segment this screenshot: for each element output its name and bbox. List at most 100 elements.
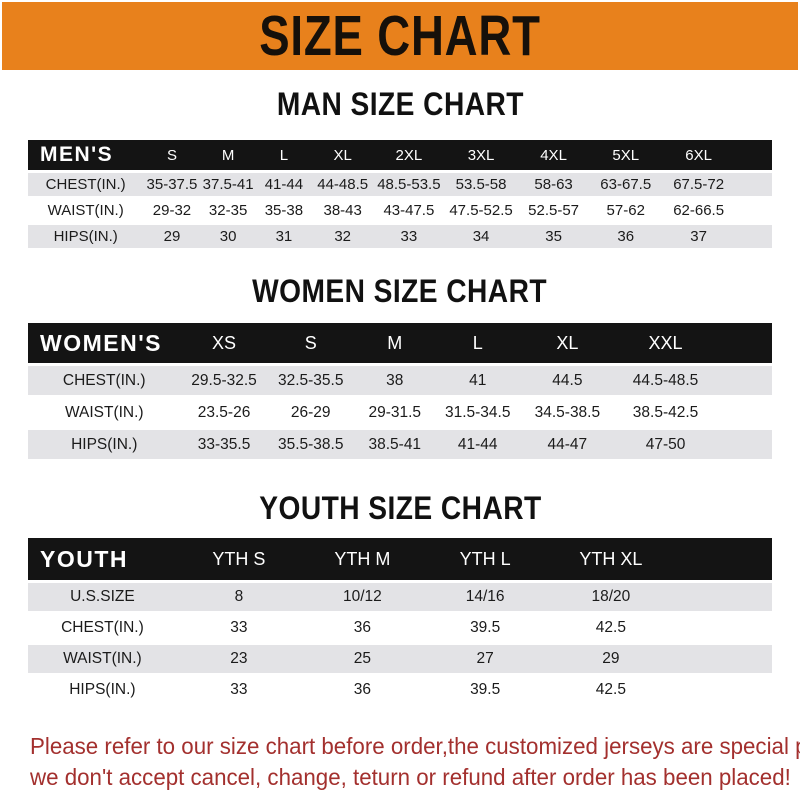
table-row: WAIST(IN.) 23.5-26 26-29 29-31.5 31.5-34.5 34… xyxy=(28,396,772,430)
women-section-heading-text: WOMEN SIZE CHART xyxy=(252,273,548,309)
size-value-cell: 26-29 xyxy=(267,396,354,430)
table-row: CHEST(IN.) 29.5-32.5 32.5-35.5 38 41 44.5 44.5… xyxy=(28,364,772,398)
size-value-cell: 44-47 xyxy=(519,428,615,462)
size-value-cell: 38 xyxy=(353,364,436,398)
row-label: WAIST(IN.) xyxy=(28,197,144,225)
size-value-cell: 44.5 xyxy=(519,364,615,398)
size-value-cell: 41-44 xyxy=(435,428,520,462)
size-value-cell: 52.5-57 xyxy=(517,197,590,225)
row-filler-cell xyxy=(716,396,772,430)
size-value-cell: 58-63 xyxy=(517,171,590,199)
size-value-cell: 35-38 xyxy=(255,197,313,225)
size-value-cell: 32-35 xyxy=(200,197,256,225)
banner-title: SIZE CHART xyxy=(259,3,541,68)
size-value-cell: 29.5-32.5 xyxy=(180,364,268,398)
size-value-cell: 44.5-48.5 xyxy=(614,364,717,398)
row-label: WAIST(IN.) xyxy=(28,643,177,676)
size-value-cell: 32.5-35.5 xyxy=(267,364,354,398)
size-value-cell: 35-37.5 xyxy=(143,171,201,199)
row-filler-cell xyxy=(735,223,772,251)
order-policy-line-2: we don't accept cancel, change, teturn o… xyxy=(30,764,791,790)
size-column-header: YTH S xyxy=(176,538,302,583)
men-size-table: MEN'S S M L XL 2XL 3XL 4XL 5XL 6XL CHEST(IN.) 35-37… xyxy=(28,140,772,251)
size-value-cell: 36 xyxy=(301,674,424,707)
size-column-header: 5XL xyxy=(589,140,662,173)
row-filler-cell xyxy=(675,643,772,676)
size-value-cell: 39.5 xyxy=(423,674,547,707)
size-column-header: XL xyxy=(312,140,374,173)
size-column-header: 6XL xyxy=(661,140,736,173)
size-table-header-row: MEN'S S M L XL 2XL 3XL 4XL 5XL 6XL xyxy=(28,140,772,173)
size-value-cell: 33-35.5 xyxy=(180,428,268,462)
size-value-cell: 29-32 xyxy=(143,197,201,225)
size-value-cell: 14/16 xyxy=(423,581,547,614)
size-value-cell: 33 xyxy=(176,612,302,645)
size-value-cell: 41 xyxy=(435,364,520,398)
table-row: U.S.SIZE 8 10/12 14/16 18/20 xyxy=(28,581,772,614)
size-value-cell: 57-62 xyxy=(589,197,662,225)
size-value-cell: 34 xyxy=(444,223,518,251)
size-value-cell: 67.5-72 xyxy=(661,171,736,199)
size-table-header-row: WOMEN'S XS S M L XL XXL xyxy=(28,323,772,366)
size-value-cell: 25 xyxy=(301,643,424,676)
size-column-header: YTH L xyxy=(423,538,547,583)
row-label: U.S.SIZE xyxy=(28,581,177,614)
header-filler-cell xyxy=(675,538,772,583)
size-value-cell: 29 xyxy=(143,223,201,251)
size-value-cell: 48.5-53.5 xyxy=(373,171,445,199)
row-filler-cell xyxy=(675,674,772,707)
size-value-cell: 23 xyxy=(176,643,302,676)
size-column-header: 2XL xyxy=(373,140,445,173)
order-policy-note: Please refer to our size chart before or… xyxy=(30,731,800,793)
table-title-cell: MEN'S xyxy=(28,140,144,173)
size-chart-banner: SIZE CHART xyxy=(2,2,798,70)
youth-section-heading-text: YOUTH SIZE CHART xyxy=(258,490,542,526)
size-value-cell: 47.5-52.5 xyxy=(444,197,518,225)
women-size-table: WOMEN'S XS S M L XL XXL CHEST(IN.) 29.5-32.5 32.5… xyxy=(28,323,772,462)
size-value-cell: 35.5-38.5 xyxy=(267,428,354,462)
row-label: WAIST(IN.) xyxy=(28,396,181,430)
size-value-cell: 10/12 xyxy=(301,581,424,614)
size-value-cell: 44-48.5 xyxy=(312,171,374,199)
size-column-header: L xyxy=(255,140,313,173)
size-value-cell: 37.5-41 xyxy=(200,171,256,199)
size-table-header-row: YOUTH YTH S YTH M YTH L YTH XL xyxy=(28,538,772,583)
size-value-cell: 27 xyxy=(423,643,547,676)
man-section-heading: MAN SIZE CHART xyxy=(0,86,800,122)
size-value-cell: 39.5 xyxy=(423,612,547,645)
size-value-cell: 35 xyxy=(517,223,590,251)
header-filler-cell xyxy=(716,323,772,366)
size-value-cell: 42.5 xyxy=(546,612,676,645)
size-value-cell: 30 xyxy=(200,223,256,251)
size-value-cell: 8 xyxy=(176,581,302,614)
size-value-cell: 42.5 xyxy=(546,674,676,707)
size-value-cell: 53.5-58 xyxy=(444,171,518,199)
row-label: HIPS(IN.) xyxy=(28,674,177,707)
table-row: HIPS(IN.) 33-35.5 35.5-38.5 38.5-41 41-44 44-… xyxy=(28,428,772,462)
youth-section-heading: YOUTH SIZE CHART xyxy=(0,490,800,526)
size-value-cell: 23.5-26 xyxy=(180,396,268,430)
man-section-heading-text: MAN SIZE CHART xyxy=(276,86,524,122)
size-value-cell: 62-66.5 xyxy=(661,197,736,225)
table-title-cell: WOMEN'S xyxy=(28,323,181,366)
size-column-header: S xyxy=(267,323,354,366)
row-filler-cell xyxy=(716,428,772,462)
women-section-heading: WOMEN SIZE CHART xyxy=(0,273,800,309)
header-filler-cell xyxy=(735,140,772,173)
size-column-header: XXL xyxy=(614,323,717,366)
row-label: CHEST(IN.) xyxy=(28,364,181,398)
size-value-cell: 38.5-42.5 xyxy=(614,396,717,430)
size-value-cell: 37 xyxy=(661,223,736,251)
size-value-cell: 38.5-41 xyxy=(353,428,436,462)
table-row: HIPS(IN.) 29 30 31 32 33 34 35 36 37 xyxy=(28,223,772,251)
size-value-cell: 33 xyxy=(176,674,302,707)
table-row: HIPS(IN.) 33 36 39.5 42.5 xyxy=(28,674,772,707)
size-value-cell: 29 xyxy=(546,643,676,676)
table-row: CHEST(IN.) 35-37.5 37.5-41 41-44 44-48.5 48.5… xyxy=(28,171,772,199)
size-column-header: L xyxy=(435,323,520,366)
size-value-cell: 34.5-38.5 xyxy=(519,396,615,430)
size-value-cell: 47-50 xyxy=(614,428,717,462)
table-row: WAIST(IN.) 23 25 27 29 xyxy=(28,643,772,676)
size-column-header: YTH XL xyxy=(546,538,676,583)
size-value-cell: 43-47.5 xyxy=(373,197,445,225)
